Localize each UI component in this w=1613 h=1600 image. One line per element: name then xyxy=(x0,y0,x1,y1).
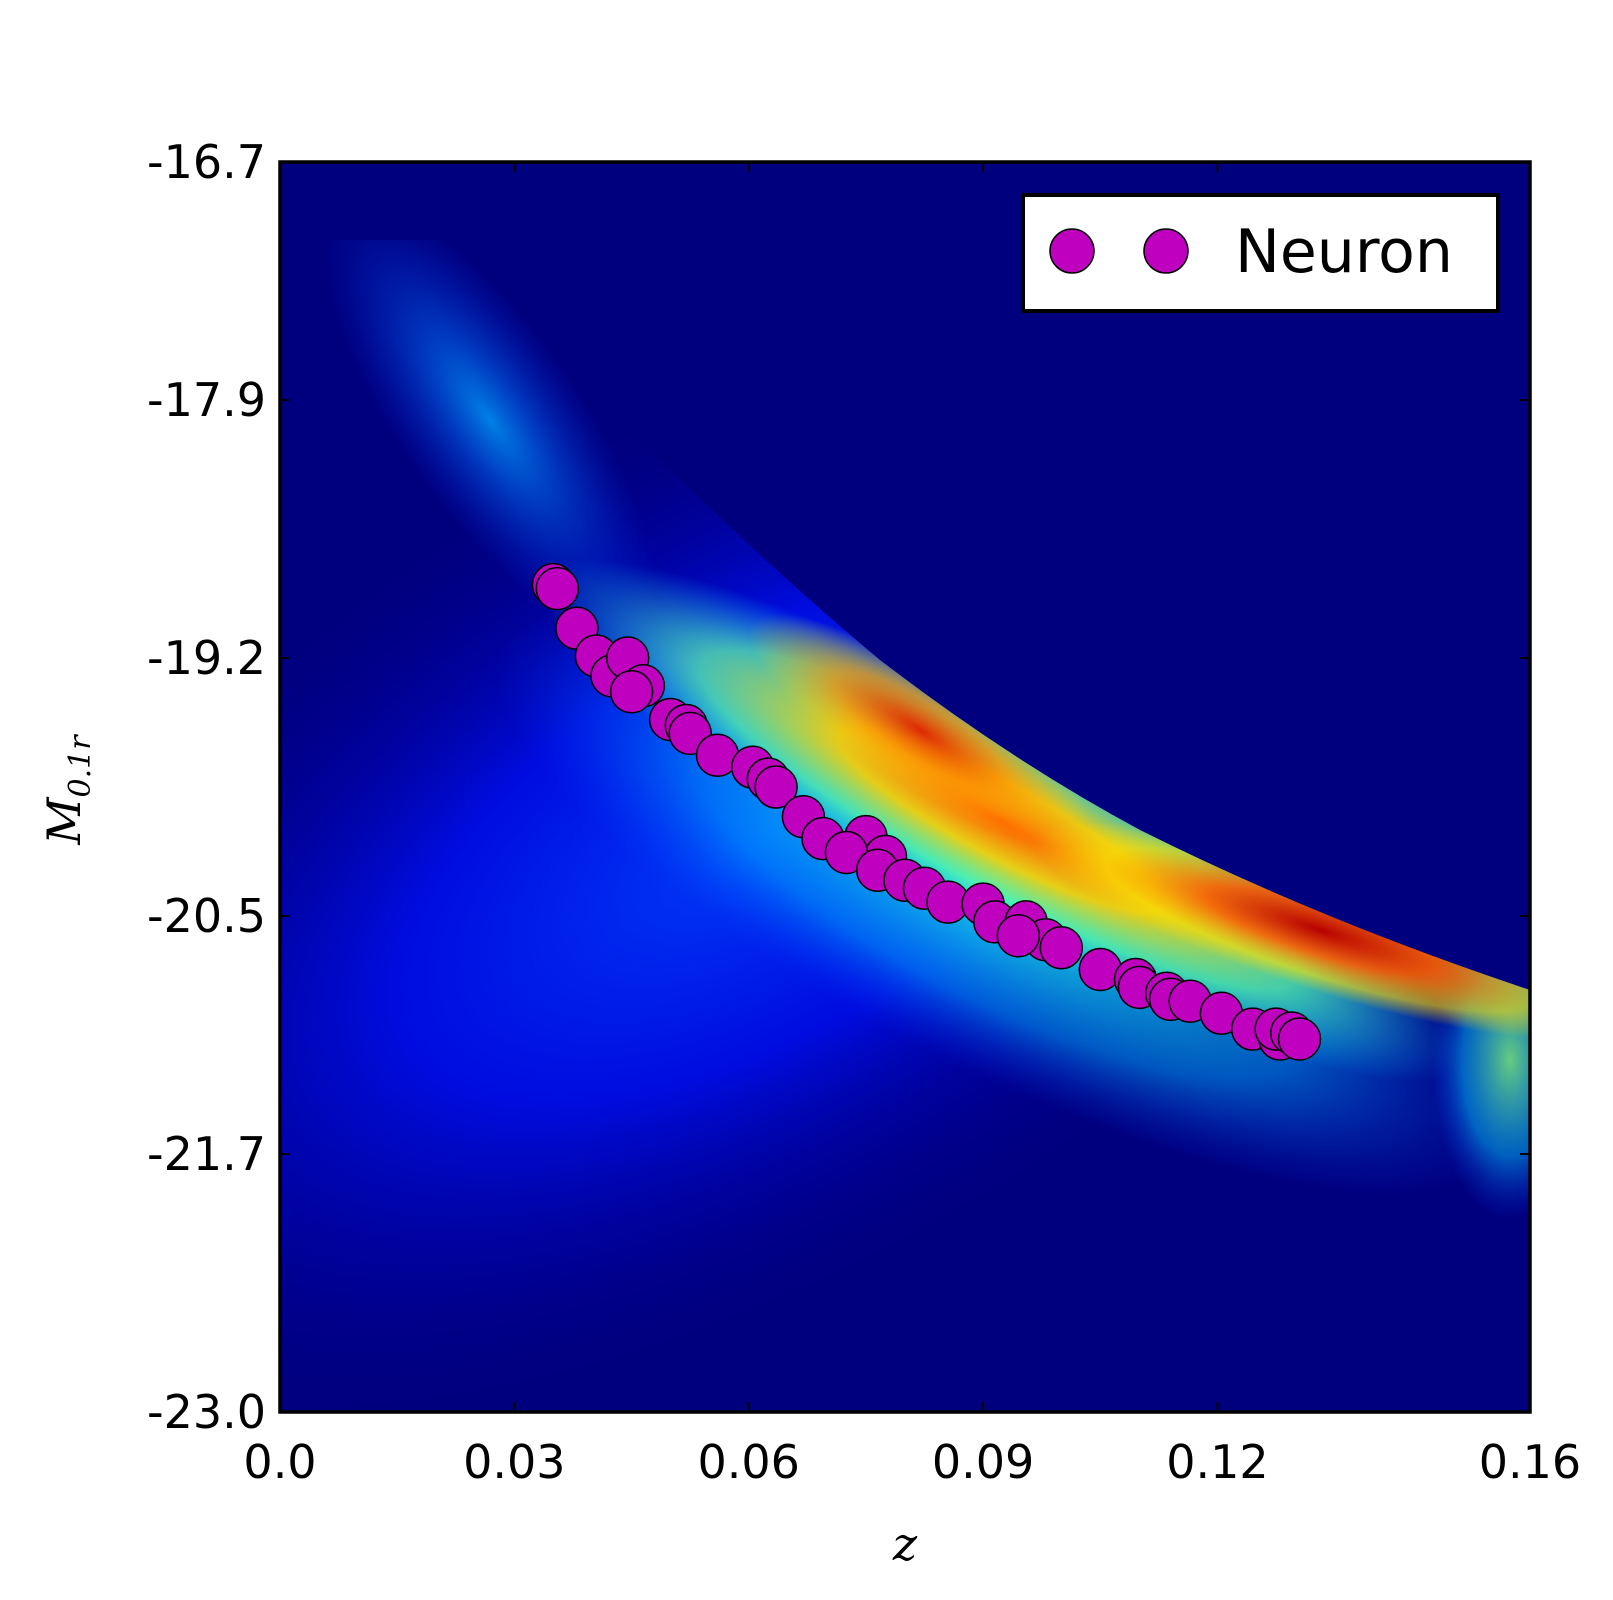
y-tick-label: -19.2 xyxy=(147,631,266,685)
legend-label: Neuron xyxy=(1235,217,1453,287)
data-point xyxy=(1277,1017,1322,1061)
data-point xyxy=(1039,925,1084,970)
y-tick-label: -21.7 xyxy=(147,1127,266,1181)
y-axis-label-sub: 0.1r xyxy=(63,734,98,798)
scatter-series-neuron xyxy=(531,562,1322,1061)
x-tick-label: 0.16 xyxy=(1479,1435,1581,1489)
data-point xyxy=(535,566,580,611)
x-tick-label: 0.03 xyxy=(463,1435,565,1489)
y-tick-label: -20.5 xyxy=(147,889,266,943)
data-point xyxy=(996,914,1041,958)
x-tick-label: 0.09 xyxy=(932,1435,1034,1489)
x-tick-label: 0.06 xyxy=(698,1435,800,1489)
svg-text:M0.1r: M0.1r xyxy=(37,734,98,846)
legend-marker xyxy=(1049,228,1095,274)
y-tick-label: -23.0 xyxy=(147,1385,266,1439)
y-tick-label: -16.7 xyxy=(147,135,266,189)
y-tick-label: -17.9 xyxy=(147,373,266,427)
legend: Neuron xyxy=(1021,193,1500,313)
legend-box xyxy=(1021,193,1500,313)
legend-marker xyxy=(1143,228,1189,274)
x-axis-label: z xyxy=(892,1517,918,1571)
density-heatmap xyxy=(280,162,1530,1412)
y-axis: -16.7 -17.9 -19.2 -20.5 -21.7 -23.0 xyxy=(147,135,1530,1439)
y-axis-label-main: M xyxy=(37,796,91,846)
plot-frame xyxy=(278,160,1532,1414)
data-point xyxy=(754,765,798,809)
x-axis: 0.0 0.03 0.06 0.09 0.12 0.16 xyxy=(243,162,1581,1489)
x-tick-label: 0.0 xyxy=(243,1435,316,1489)
data-point xyxy=(609,670,654,714)
x-tick-label: 0.12 xyxy=(1166,1435,1268,1489)
y-axis-label: M0.1r xyxy=(37,734,98,846)
